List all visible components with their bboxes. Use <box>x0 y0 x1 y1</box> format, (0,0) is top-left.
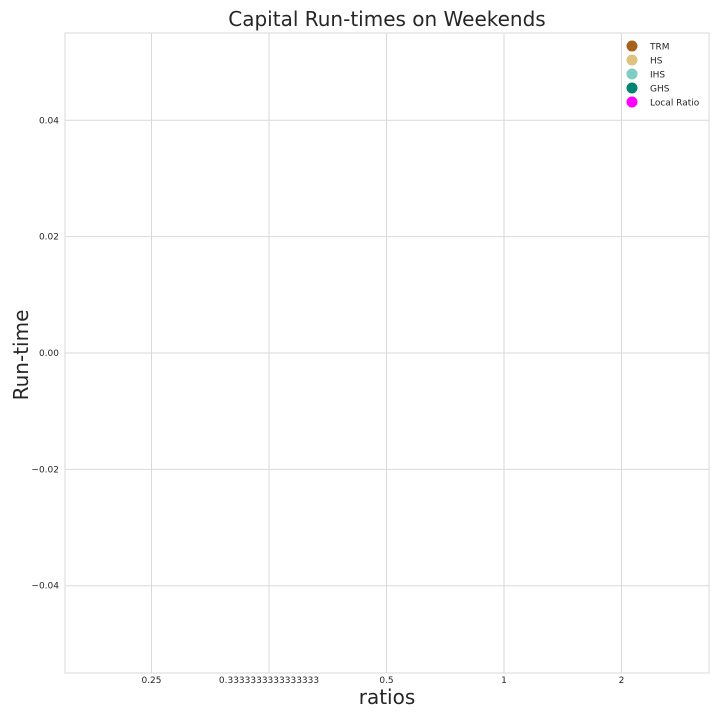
legend-label: TRM <box>649 43 670 53</box>
y-tick-label: 0.04 <box>39 116 59 126</box>
chart-title: Capital Run-times on Weekends <box>228 7 545 31</box>
plot-frame <box>64 32 710 674</box>
grid <box>65 33 709 673</box>
y-tick-label: −0.04 <box>31 582 59 592</box>
x-axis-label: ratios <box>359 685 416 709</box>
y-axis-label: Run-time <box>9 310 33 401</box>
y-tick-label: 0.00 <box>39 349 59 359</box>
x-tick-label: 2 <box>619 676 625 686</box>
y-tick-label: 0.02 <box>39 233 59 243</box>
legend-label: IHS <box>650 71 665 81</box>
legend: TRM HS IHS GHS Local Ratio <box>626 40 700 109</box>
legend-label: HS <box>650 57 663 67</box>
x-tick-label: 1 <box>501 676 507 686</box>
x-tick-label: 0.3333333333333333 <box>219 676 319 686</box>
legend-marker <box>626 40 638 52</box>
legend-marker <box>626 54 638 66</box>
tick-labels: 0.25 0.3333333333333333 0.5 1 2 0.04 0.02 0.00 −… <box>31 116 624 686</box>
legend-label: Local Ratio <box>650 99 700 109</box>
y-tick-label: −0.02 <box>31 465 59 475</box>
legend-label: GHS <box>650 85 670 95</box>
legend-marker <box>626 68 638 80</box>
legend-marker <box>626 82 638 94</box>
legend-marker <box>626 96 638 108</box>
x-tick-label: 0.25 <box>141 676 161 686</box>
x-tick-label: 0.5 <box>379 676 393 686</box>
